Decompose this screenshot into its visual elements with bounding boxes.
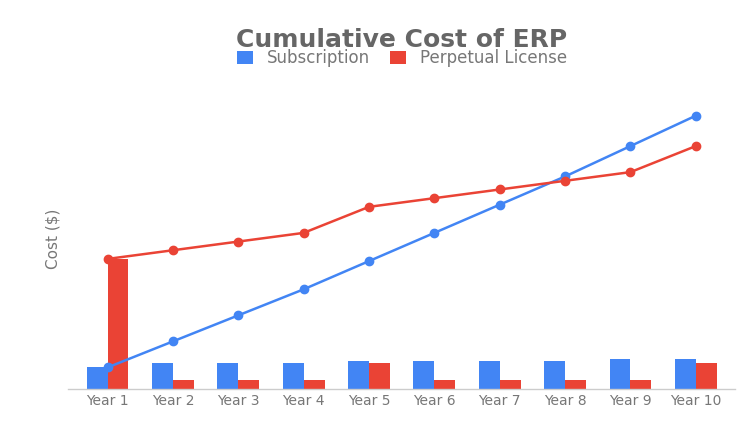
Bar	[478, 361, 500, 389]
Bar	[348, 361, 369, 389]
Bar	[413, 361, 434, 389]
Bar	[565, 380, 586, 389]
Bar	[696, 363, 717, 389]
Y-axis label: Cost ($): Cost ($)	[45, 209, 60, 269]
Bar	[238, 380, 260, 389]
Legend: Subscription, Perpetual License: Subscription, Perpetual License	[230, 43, 574, 74]
Bar	[369, 363, 390, 389]
Bar	[631, 380, 651, 389]
Bar	[283, 363, 304, 389]
Bar	[107, 259, 128, 389]
Bar	[675, 359, 696, 389]
Bar	[217, 363, 238, 389]
Bar	[152, 363, 173, 389]
Bar	[304, 380, 325, 389]
Bar	[544, 361, 565, 389]
Bar	[173, 380, 194, 389]
Title: Cumulative Cost of ERP: Cumulative Cost of ERP	[236, 27, 567, 52]
Bar	[87, 368, 107, 389]
Bar	[610, 359, 631, 389]
Bar	[434, 380, 455, 389]
Bar	[500, 380, 520, 389]
